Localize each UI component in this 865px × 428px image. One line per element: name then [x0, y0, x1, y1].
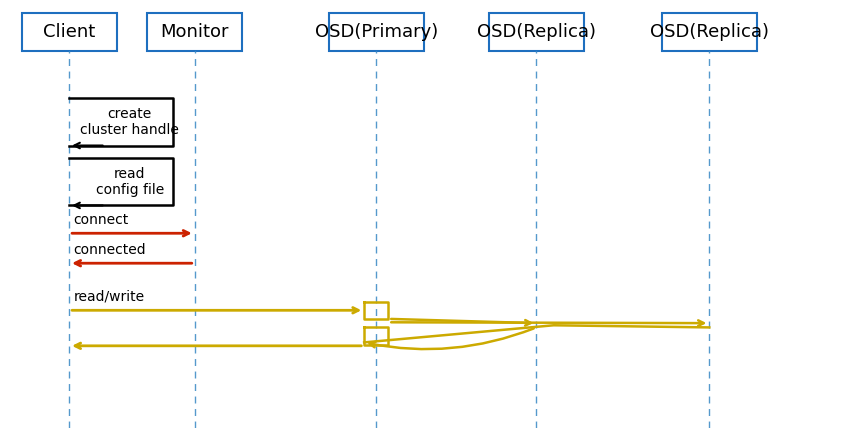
FancyBboxPatch shape: [22, 13, 117, 51]
Text: Client: Client: [43, 23, 95, 41]
Text: read
config file: read config file: [96, 167, 163, 197]
Text: read/write: read/write: [74, 290, 144, 304]
Text: connect: connect: [74, 213, 129, 227]
FancyBboxPatch shape: [489, 13, 584, 51]
Text: create
cluster handle: create cluster handle: [80, 107, 179, 137]
Text: OSD(Primary): OSD(Primary): [315, 23, 438, 41]
FancyBboxPatch shape: [147, 13, 242, 51]
Text: connected: connected: [74, 243, 146, 257]
Text: OSD(Replica): OSD(Replica): [477, 23, 596, 41]
Text: OSD(Replica): OSD(Replica): [650, 23, 769, 41]
FancyBboxPatch shape: [329, 13, 424, 51]
Text: Monitor: Monitor: [160, 23, 229, 41]
FancyBboxPatch shape: [662, 13, 757, 51]
